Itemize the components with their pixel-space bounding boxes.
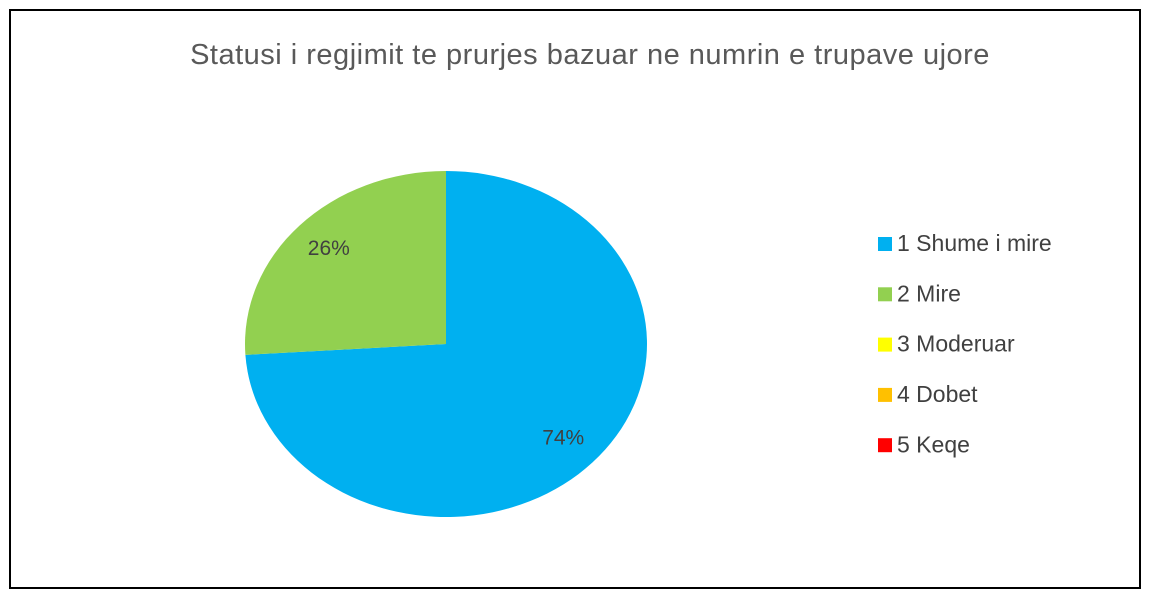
legend-swatch — [878, 387, 892, 402]
legend-swatch — [878, 287, 892, 302]
legend-label: 4 Dobet — [897, 381, 978, 407]
legend-swatch — [878, 237, 892, 251]
page: {"chart_data": {"type": "pie", "title": … — [9, 9, 1141, 589]
legend-label: 3 Moderuar — [897, 331, 1015, 357]
data-label: 26% — [308, 237, 350, 260]
pie-slice — [245, 171, 648, 517]
legend-label: 1 Shume i mire — [897, 230, 1052, 256]
chart-title: Statusi i regjimit te prurjes bazuar ne … — [190, 39, 990, 71]
legend-swatch — [878, 438, 892, 453]
legend-label: 2 Mire — [897, 280, 961, 306]
pie-slice — [244, 171, 446, 355]
legend-swatch — [878, 337, 892, 352]
legend-label: 5 Keqe — [897, 431, 970, 457]
data-label: 74% — [542, 426, 584, 449]
chart: 74% 26% 1 Shume i mire 2 Mire 3 Moderuar 4 Do… — [244, 171, 1052, 517]
